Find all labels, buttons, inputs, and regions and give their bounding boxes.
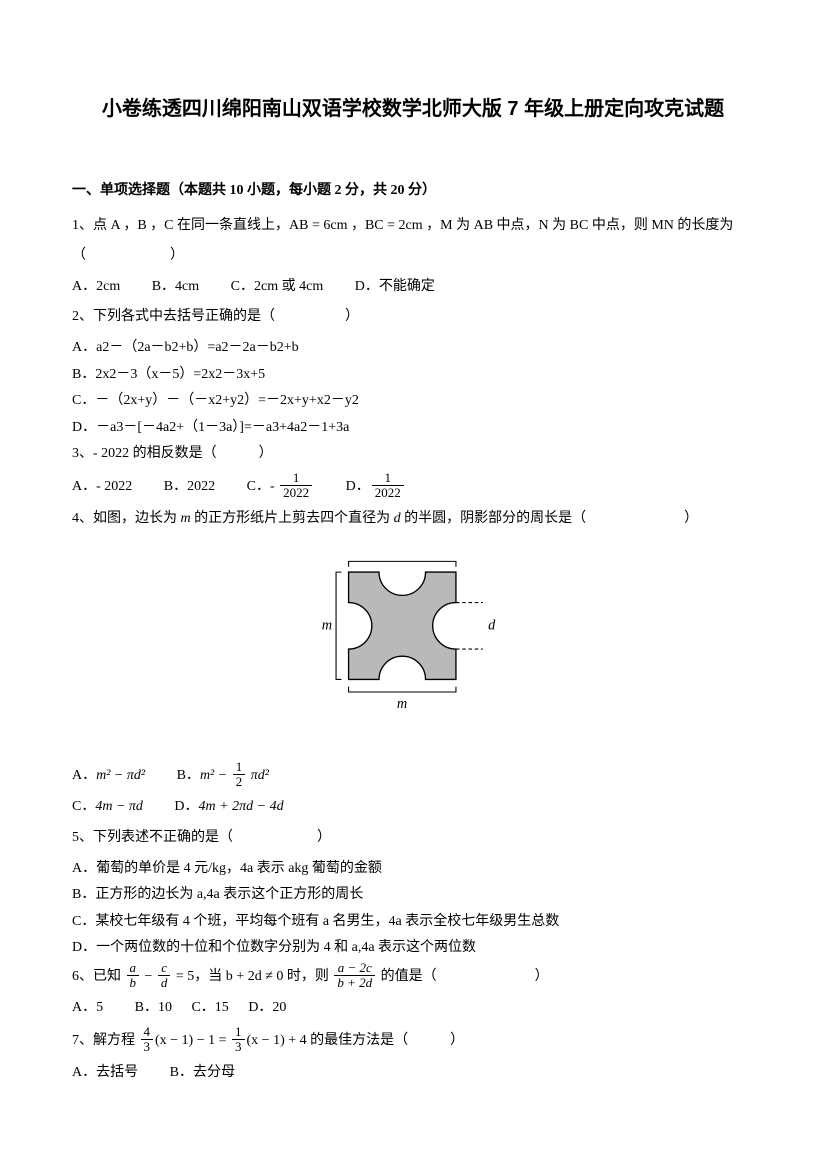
q3-options: A．- 2022 B．2022 C．- 12022 D．12022 bbox=[72, 472, 754, 502]
q4-opt-d: D．4m + 2πd − 4d bbox=[174, 794, 283, 821]
q6-opt-d: D．20 bbox=[248, 1000, 286, 1015]
q1-options: A．2cm B．4cm C．2cm 或 4cm D．不能确定 bbox=[72, 274, 754, 301]
q1-opt-b: B．4cm bbox=[152, 274, 199, 301]
q2-opt-a: A．a2－（2a－b2+b）=a2－2a－b2+b bbox=[72, 335, 754, 362]
q2-opt-b: B．2x2－3（x－5）=2x2－3x+5 bbox=[72, 362, 754, 389]
left-bracket bbox=[336, 570, 341, 680]
q5-opt-a: A．葡萄的单价是 4 元/kg，4a 表示 akg 葡萄的金额 bbox=[72, 856, 754, 883]
dash-d bbox=[456, 603, 483, 650]
q6-opt-c: C．15 bbox=[191, 995, 228, 1022]
q6-opt-a: A．5 bbox=[72, 995, 103, 1022]
q5-opt-d: D．一个两位数的十位和个位数字分别为 4 和 a,4a 表示这个两位数 bbox=[72, 935, 754, 962]
q1-opt-c: C．2cm 或 4cm bbox=[231, 274, 324, 301]
q4-opt-b: B．m² − 12 πd² bbox=[177, 761, 269, 791]
q3-opt-d-frac: 12022 bbox=[372, 471, 404, 501]
section-header: 一、单项选择题（本题共 10 小题，每小题 2 分，共 20 分） bbox=[72, 178, 754, 205]
q3-opt-d-prefix: D． bbox=[346, 479, 370, 494]
q2-stem: 2、下列各式中去括号正确的是（ ） bbox=[72, 304, 754, 331]
shape bbox=[349, 572, 456, 679]
q5-opt-b: B．正方形的边长为 a,4a 表示这个正方形的周长 bbox=[72, 882, 754, 909]
q5-opt-c: C．某校七年级有 4 个班，平均每个班有 a 名男生，4a 表示全校七年级男生总… bbox=[72, 909, 754, 936]
q3-opt-d: D．12022 bbox=[346, 472, 406, 502]
q6-options: A．5 B．10 C．15 D．20 bbox=[72, 995, 754, 1022]
label-m-bottom: m bbox=[397, 696, 407, 712]
label-m-left: m bbox=[322, 617, 332, 633]
q2-opt-d: D．－a3－[－4a2+（1－3a）]=－a3+4a2－1+3a bbox=[72, 415, 754, 442]
q7-stem: 7、解方程 43(x − 1) − 1 = 13(x − 1) + 4 的最佳方… bbox=[72, 1026, 754, 1056]
q6-stem: 6、已知 ab − cd = 5，当 b + 2d ≠ 0 时，则 a − 2c… bbox=[72, 962, 754, 992]
q4-opt-c: C．4m − πd bbox=[72, 794, 143, 821]
q7-opt-a: A．去括号 bbox=[72, 1060, 138, 1087]
q6-opt-b: B．10 bbox=[135, 995, 172, 1022]
q1-opt-a: A．2cm bbox=[72, 274, 120, 301]
q3-opt-c: C．- 12022 bbox=[247, 472, 315, 502]
q3-opt-c-frac: 12022 bbox=[280, 471, 312, 501]
q1-blank: （ ） bbox=[72, 243, 754, 270]
q4-figure: m d m bbox=[72, 556, 754, 737]
q7-options: A．去括号 B．去分母 bbox=[72, 1060, 754, 1087]
q1-stem: 1、点 A ，B ，C 在同一条直线上，AB = 6cm ，BC = 2cm ，… bbox=[72, 213, 754, 240]
q3-stem: 3、- 2022 的相反数是（ ） bbox=[72, 441, 754, 468]
q3-opt-b: B．2022 bbox=[164, 474, 215, 501]
q2-opt-c: C．－（2x+y）－（－x2+y2）=－2x+y+x2－y2 bbox=[72, 388, 754, 415]
q3-opt-a: A．- 2022 bbox=[72, 474, 132, 501]
q7-opt-b: B．去分母 bbox=[170, 1065, 235, 1080]
q4-options-line2: C．4m − πd D．4m + 2πd − 4d bbox=[72, 794, 754, 821]
q4-options-line1: A．m² − πd² B．m² − 12 πd² bbox=[72, 761, 754, 791]
q5-stem: 5、下列表述不正确的是（ ） bbox=[72, 825, 754, 852]
bottom-bracket bbox=[349, 687, 456, 692]
label-d: d bbox=[488, 617, 496, 633]
q3-opt-c-prefix: C．- bbox=[247, 479, 279, 494]
q4-stem: 4、如图，边长为 m 的正方形纸片上剪去四个直径为 d 的半圆，阴影部分的周长是… bbox=[72, 506, 754, 533]
q1-opt-d: D．不能确定 bbox=[355, 279, 435, 294]
top-bracket bbox=[349, 561, 456, 566]
q4-figure-svg: m d m bbox=[303, 556, 523, 726]
page-title: 小卷练透四川绵阳南山双语学校数学北师大版 7 年级上册定向攻克试题 bbox=[72, 90, 754, 128]
q4-opt-a: A．m² − πd² bbox=[72, 763, 145, 790]
